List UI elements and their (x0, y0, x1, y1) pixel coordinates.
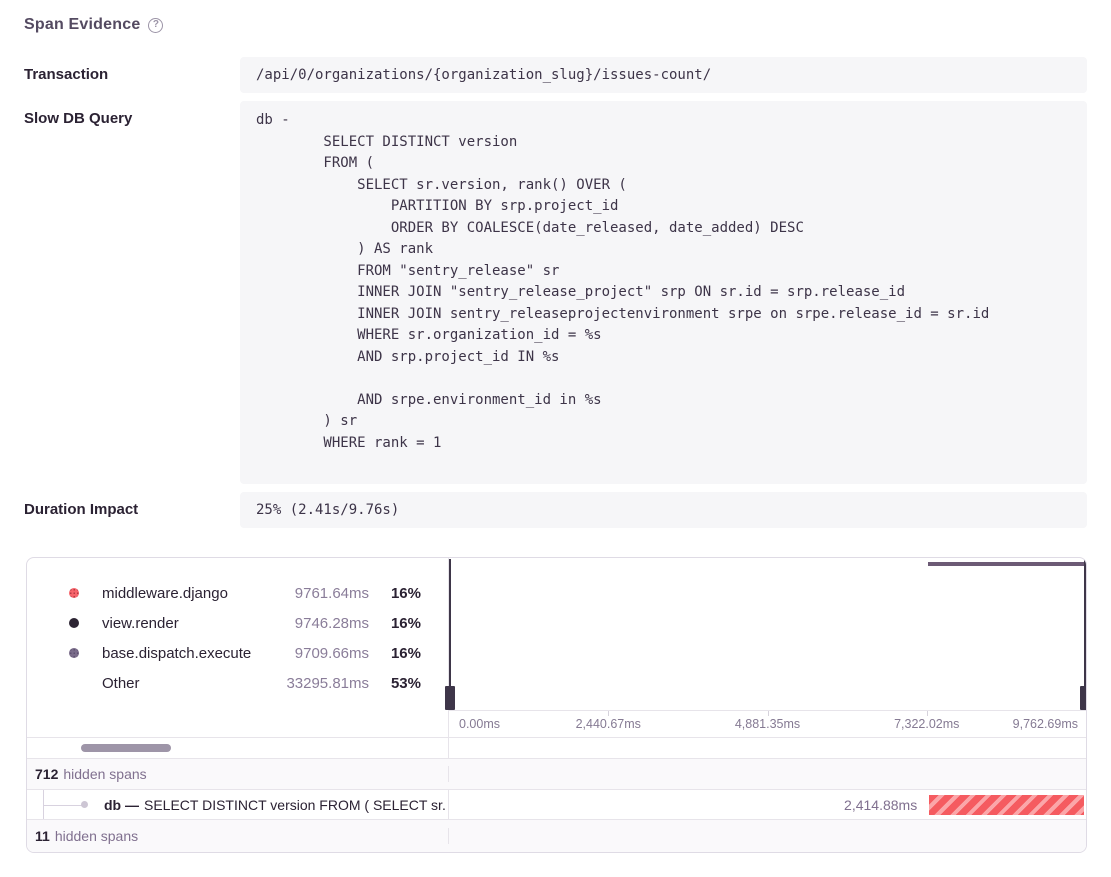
span-duration-cell: 2,414.88ms (449, 790, 1086, 819)
trace-minimap[interactable] (445, 558, 1086, 710)
hidden-spans-label: hidden spans (63, 766, 147, 782)
span-op-color-dot (69, 588, 79, 598)
page-title: Span Evidence (24, 16, 141, 33)
help-icon[interactable]: ? (148, 17, 164, 33)
axis-tick (926, 711, 928, 716)
trace-minimap-column: 0.00ms 2,440.67ms 4,881.35ms 7,322.02ms … (445, 558, 1086, 737)
span-op-color-dot (69, 648, 79, 658)
span-op-percent: 16% (390, 614, 421, 632)
hidden-spans-count: 712 (35, 766, 59, 782)
span-op-name: base.dispatch.execute (102, 644, 252, 662)
legend-row-other[interactable]: Other 33295.81ms 53% (27, 668, 448, 698)
span-op-duration: 33295.81ms (286, 674, 369, 692)
span-tree-panel: middleware.django 9761.64ms 16% view.ren… (26, 557, 1087, 853)
tree-connector-dot (81, 801, 88, 808)
description-scrollbar-track (27, 738, 449, 758)
span-op-duration: 9761.64ms (294, 584, 369, 602)
axis-label: 2,440.67ms (575, 717, 641, 731)
hidden-spans-row-before[interactable]: 712 hidden spans (27, 759, 1086, 790)
slow-db-query-value: db - SELECT DISTINCT version FROM ( SELE… (240, 101, 1087, 484)
axis-tick (767, 711, 769, 716)
span-op: db — (104, 796, 139, 813)
span-op-color-dot (69, 618, 79, 628)
axis-label: 9,762.69ms (1012, 717, 1078, 731)
axis-label: 0.00ms (459, 717, 500, 731)
span-description-cell: db — SELECT DISTINCT version FROM ( SELE… (27, 790, 449, 819)
horizontal-scrollbar-thumb[interactable] (81, 744, 171, 752)
transaction-value: /api/0/organizations/{organization_slug}… (240, 57, 1087, 93)
slow-db-query-row: Slow DB Query db - SELECT DISTINCT versi… (24, 101, 1087, 484)
span-op-percent: 53% (390, 674, 421, 692)
time-axis: 0.00ms 2,440.67ms 4,881.35ms 7,322.02ms … (449, 710, 1086, 736)
legend-row-base-dispatch-execute[interactable]: base.dispatch.execute 9709.66ms 16% (27, 638, 448, 668)
slow-db-query-label: Slow DB Query (24, 110, 133, 127)
scrollbar-band (27, 737, 1086, 759)
span-query-text: SELECT DISTINCT version FROM ( SELECT sr… (144, 796, 446, 813)
duration-impact-row: Duration Impact 25% (2.41s/9.76s) (24, 492, 1087, 528)
hidden-spans-text: 11 hidden spans (27, 828, 449, 844)
section-header: Span Evidence ? (24, 16, 1087, 34)
hidden-spans-row-after[interactable]: 11 hidden spans (27, 820, 1086, 852)
minimap-focused-span-bar (928, 562, 1085, 566)
span-op-percent: 16% (390, 644, 421, 662)
focused-span-row[interactable]: db — SELECT DISTINCT version FROM ( SELE… (27, 790, 1086, 820)
minimap-left-drag-handle[interactable] (445, 559, 455, 710)
span-op-name: middleware.django (102, 584, 228, 602)
transaction-label: Transaction (24, 66, 109, 83)
minimap-right-grip[interactable] (1080, 686, 1086, 710)
span-description: db — SELECT DISTINCT version FROM ( SELE… (104, 790, 448, 819)
span-op-name: Other (102, 674, 140, 692)
span-overview-band: middleware.django 9761.64ms 16% view.ren… (27, 558, 1086, 737)
span-op-duration: 9709.66ms (294, 644, 369, 662)
span-op-legend: middleware.django 9761.64ms 16% view.ren… (27, 558, 449, 737)
span-duration-bar[interactable] (929, 794, 1084, 815)
minimap-left-grip[interactable] (445, 686, 455, 710)
tree-connector-horizontal (43, 804, 85, 806)
scrollbar-band-spacer (449, 738, 1086, 758)
span-op-percent: 16% (390, 584, 421, 602)
legend-row-view-render[interactable]: view.render 9746.28ms 16% (27, 608, 448, 638)
transaction-row: Transaction /api/0/organizations/{organi… (24, 57, 1087, 93)
span-duration: 2,414.88ms (844, 796, 918, 813)
minimap-right-drag-handle[interactable] (1080, 559, 1086, 710)
span-op-color-dot (69, 678, 79, 688)
hidden-spans-count: 11 (35, 828, 50, 844)
hidden-spans-text: 712 hidden spans (27, 766, 449, 782)
duration-impact-value: 25% (2.41s/9.76s) (240, 492, 1087, 528)
duration-impact-label: Duration Impact (24, 501, 139, 518)
legend-row-middleware-django[interactable]: middleware.django 9761.64ms 16% (27, 578, 448, 608)
span-op-name: view.render (102, 614, 179, 632)
hidden-spans-label: hidden spans (54, 828, 139, 844)
span-op-duration: 9746.28ms (294, 614, 369, 632)
axis-label: 7,322.02ms (894, 717, 960, 731)
axis-label: 4,881.35ms (734, 717, 801, 731)
axis-tick (608, 711, 610, 716)
